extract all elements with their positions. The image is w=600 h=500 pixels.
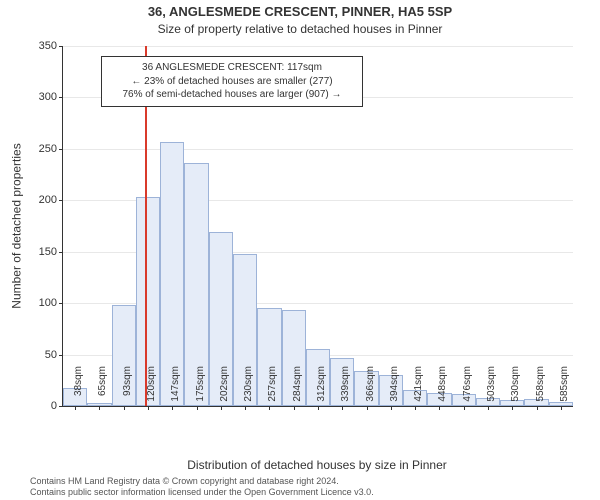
x-tick-label: 503sqm bbox=[486, 366, 497, 412]
y-tick-label: 200 bbox=[39, 194, 57, 206]
y-gridline bbox=[63, 46, 573, 47]
info-line-2: ← 23% of detached houses are smaller (27… bbox=[108, 75, 356, 89]
y-tick-label: 250 bbox=[39, 143, 57, 155]
chart-subtitle: Size of property relative to detached ho… bbox=[0, 22, 600, 36]
y-tick-mark bbox=[59, 97, 63, 98]
x-tick-label: 558sqm bbox=[535, 366, 546, 412]
y-tick-label: 300 bbox=[39, 91, 57, 103]
y-tick-mark bbox=[59, 355, 63, 356]
x-tick-label: 257sqm bbox=[267, 366, 278, 412]
plot-area: 36 ANGLESMEDE CRESCENT: 117sqm ← 23% of … bbox=[62, 46, 573, 407]
x-tick-label: 585sqm bbox=[559, 366, 570, 412]
x-tick-label: 230sqm bbox=[243, 366, 254, 412]
x-tick-label: 394sqm bbox=[389, 366, 400, 412]
x-tick-label: 38sqm bbox=[73, 366, 84, 412]
y-tick-label: 0 bbox=[51, 400, 57, 412]
x-tick-label: 476sqm bbox=[462, 366, 473, 412]
x-axis-label: Distribution of detached houses by size … bbox=[62, 458, 572, 472]
x-tick-label: 366sqm bbox=[365, 366, 376, 412]
y-tick-label: 50 bbox=[45, 349, 57, 361]
x-tick-label: 312sqm bbox=[316, 366, 327, 412]
y-tick-mark bbox=[59, 149, 63, 150]
x-tick-label: 530sqm bbox=[510, 366, 521, 412]
y-gridline bbox=[63, 149, 573, 150]
chart-container: 36, ANGLESMEDE CRESCENT, PINNER, HA5 5SP… bbox=[0, 0, 600, 500]
x-tick-label: 147sqm bbox=[170, 366, 181, 412]
y-tick-mark bbox=[59, 303, 63, 304]
x-tick-label: 339sqm bbox=[340, 366, 351, 412]
x-tick-label: 175sqm bbox=[195, 366, 206, 412]
y-tick-mark bbox=[59, 252, 63, 253]
footer-line-2: Contains public sector information licen… bbox=[30, 487, 590, 498]
x-tick-label: 120sqm bbox=[146, 366, 157, 412]
y-axis-label: Number of detached properties bbox=[10, 46, 24, 406]
y-tick-label: 350 bbox=[39, 40, 57, 52]
footer-line-1: Contains HM Land Registry data © Crown c… bbox=[30, 476, 590, 487]
chart-title: 36, ANGLESMEDE CRESCENT, PINNER, HA5 5SP bbox=[0, 4, 600, 19]
x-tick-label: 202sqm bbox=[219, 366, 230, 412]
info-line-3: 76% of semi-detached houses are larger (… bbox=[108, 88, 356, 102]
x-tick-label: 448sqm bbox=[437, 366, 448, 412]
attribution-footer: Contains HM Land Registry data © Crown c… bbox=[30, 476, 590, 498]
y-tick-label: 100 bbox=[39, 297, 57, 309]
x-tick-label: 65sqm bbox=[97, 366, 108, 412]
y-tick-label: 150 bbox=[39, 246, 57, 258]
y-tick-mark bbox=[59, 406, 63, 407]
y-tick-mark bbox=[59, 46, 63, 47]
x-tick-label: 93sqm bbox=[122, 366, 133, 412]
x-tick-label: 421sqm bbox=[413, 366, 424, 412]
x-tick-label: 284sqm bbox=[292, 366, 303, 412]
info-line-1: 36 ANGLESMEDE CRESCENT: 117sqm bbox=[108, 61, 356, 75]
y-tick-mark bbox=[59, 200, 63, 201]
marker-info-box: 36 ANGLESMEDE CRESCENT: 117sqm ← 23% of … bbox=[101, 56, 363, 107]
